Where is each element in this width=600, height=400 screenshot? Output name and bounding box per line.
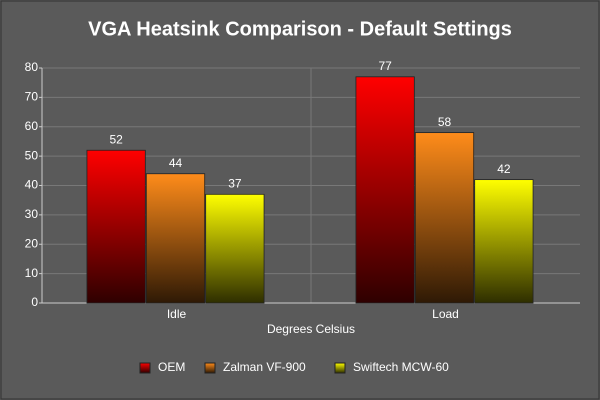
y-tick-label: 40 <box>25 178 39 192</box>
bar <box>414 132 475 304</box>
chart-title: VGA Heatsink Comparison - Default Settin… <box>88 18 512 40</box>
bar <box>86 149 146 304</box>
bar <box>474 179 534 304</box>
value-label: 37 <box>228 176 242 190</box>
value-label: 52 <box>109 132 123 146</box>
y-tick-label: 10 <box>25 266 39 280</box>
bar <box>355 76 415 304</box>
legend-marker <box>204 362 216 374</box>
value-label: 42 <box>497 162 511 176</box>
bar <box>205 193 265 304</box>
y-tick-label: 60 <box>25 119 39 133</box>
bar <box>145 173 206 304</box>
legend-label: Swiftech MCW-60 <box>353 360 449 374</box>
legend-label: OEM <box>158 360 185 374</box>
y-tick-label: 80 <box>25 60 39 74</box>
y-tick-label: 50 <box>25 148 39 162</box>
legend-marker <box>334 362 346 374</box>
y-tick-label: 70 <box>25 90 39 104</box>
x-tick-label: Load <box>432 307 459 321</box>
legend-marker <box>139 362 151 374</box>
value-label: 44 <box>169 156 183 170</box>
legend-label: Zalman VF-900 <box>223 360 306 374</box>
y-tick-label: 20 <box>25 236 39 250</box>
value-label: 58 <box>438 115 452 129</box>
x-tick-label: Idle <box>167 307 187 321</box>
y-tick-label: 0 <box>31 295 38 309</box>
value-label: 77 <box>378 59 392 73</box>
x-axis-label: Degrees Celsius <box>267 322 355 336</box>
y-tick-label: 30 <box>25 207 39 221</box>
